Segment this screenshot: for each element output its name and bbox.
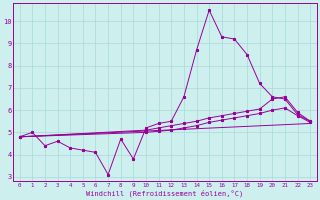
X-axis label: Windchill (Refroidissement éolien,°C): Windchill (Refroidissement éolien,°C) — [86, 189, 244, 197]
